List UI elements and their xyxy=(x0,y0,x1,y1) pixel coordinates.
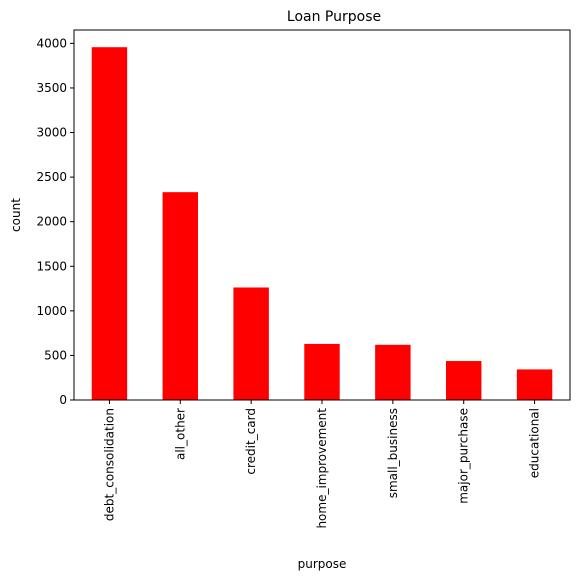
bar-all_other xyxy=(162,192,198,400)
y-tick-label: 2500 xyxy=(36,170,67,184)
x-axis-label: purpose xyxy=(298,557,347,571)
bars xyxy=(91,47,553,401)
bar-debt_consolidation xyxy=(91,47,128,401)
chart-title: Loan Purpose xyxy=(287,9,381,25)
y-tick-label: 1500 xyxy=(36,259,67,273)
bar-credit_card xyxy=(233,287,269,400)
x-tick-label: small_business xyxy=(386,408,400,498)
x-tick-label: credit_card xyxy=(244,408,258,475)
y-tick-label: 3500 xyxy=(36,81,67,95)
x-tick-label: all_other xyxy=(173,408,187,460)
y-axis-label: count xyxy=(9,198,23,232)
y-tick-label: 1000 xyxy=(36,304,67,318)
x-tick-label: home_improvement xyxy=(315,408,329,529)
y-tick-label: 3000 xyxy=(36,126,67,140)
y-tick-label: 2000 xyxy=(36,215,67,229)
x-axis: debt_consolidation all_other credit_card ho… xyxy=(102,400,542,529)
bar-home_improvement xyxy=(304,343,340,400)
x-tick-label: debt_consolidation xyxy=(102,408,116,521)
x-tick-label: major_purchase xyxy=(457,408,471,504)
y-axis: 0 500 1000 1500 2000 2500 3000 3500 4000 xyxy=(36,36,74,407)
y-tick-label: 0 xyxy=(59,393,67,407)
y-tick-label: 4000 xyxy=(36,36,67,50)
plot-frame xyxy=(73,29,571,401)
bar-small_business xyxy=(375,344,411,400)
bar-educational xyxy=(516,369,553,400)
bar-major_purchase xyxy=(446,361,482,400)
y-tick-label: 500 xyxy=(44,348,67,362)
x-tick-label: educational xyxy=(528,408,542,478)
